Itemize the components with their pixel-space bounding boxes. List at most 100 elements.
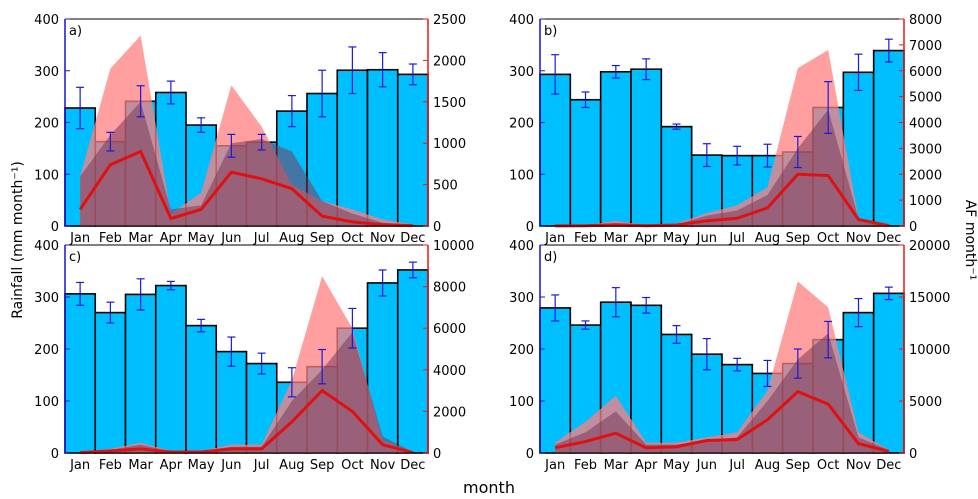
af-range-band [80, 35, 413, 227]
right-tick-label: 1500 [433, 96, 466, 111]
x-tick-label: Jan [69, 231, 90, 246]
left-tick-label: 0 [526, 220, 534, 235]
x-tick-label: Jun [696, 231, 717, 246]
right-axis-label: AF month⁻¹ [962, 200, 978, 281]
right-tick-label: 0 [909, 447, 917, 462]
left-tick-label: 300 [509, 291, 534, 306]
x-tick-label: Feb [574, 458, 597, 473]
right-tick-label: 10000 [909, 343, 950, 358]
x-tick-label: Mar [604, 458, 629, 473]
chart-panel: 0 100 200 300 400 0 500 1000 1500 2000 2500 Jan Feb M… [34, 13, 466, 246]
left-tick-label: 0 [51, 220, 59, 235]
x-tick-label: Jun [220, 458, 241, 473]
left-tick-label: 100 [509, 168, 534, 183]
left-tick-label: 200 [509, 117, 534, 132]
right-tick-label: 4000 [909, 117, 942, 132]
right-tick-label: 8000 [433, 281, 466, 296]
rainfall-bar [539, 73, 572, 227]
x-tick-label: May [188, 231, 215, 246]
x-tick-label: Oct [817, 231, 839, 246]
right-tick-label: 10000 [433, 239, 474, 254]
x-tick-label: Jul [253, 231, 270, 246]
x-tick-label: Oct [341, 458, 363, 473]
af-inner-band [80, 101, 413, 226]
rainfall-bar [396, 269, 429, 454]
af-median-line [555, 172, 890, 228]
rainfall-bar [660, 125, 693, 227]
right-tick-label: 2000 [909, 168, 942, 183]
x-tick-label: Feb [99, 458, 122, 473]
right-tick-label: 2500 [433, 13, 466, 28]
right-tick-label: 7000 [909, 39, 942, 54]
rainfall-bar [154, 284, 187, 454]
x-tick-label: Feb [574, 231, 597, 246]
x-tick-label: Nov [370, 458, 396, 473]
x-tick-label: Sep [786, 458, 811, 473]
rainfall-bar [630, 68, 663, 227]
x-tick-label: Jun [220, 231, 241, 246]
right-tick-label: 5000 [909, 395, 942, 410]
x-tick-label: Apr [160, 231, 183, 246]
x-tick-label: Jan [544, 458, 565, 473]
x-tick-label: Nov [370, 231, 396, 246]
right-tick-label: 20000 [909, 239, 950, 254]
x-tick-label: Dec [400, 231, 425, 246]
left-tick-label: 400 [34, 13, 59, 28]
right-tick-label: 0 [433, 220, 441, 235]
x-axis-label: month [463, 478, 515, 497]
rainfall-bar [872, 292, 905, 454]
x-tick-label: Apr [160, 458, 183, 473]
rainfall-bar [336, 69, 369, 227]
right-tick-label: 0 [909, 220, 917, 235]
af-median-line [78, 149, 413, 228]
rainfall-bar [64, 293, 97, 454]
chart-panel: 0 100 200 300 400 0 5000 10000 15000 20000 Jan Feb M… [509, 239, 950, 473]
panel-label: d) [544, 250, 557, 265]
x-tick-label: Jul [728, 231, 745, 246]
left-tick-label: 200 [34, 343, 59, 358]
x-tick-label: Sep [310, 231, 335, 246]
rainfall-bar [366, 68, 399, 227]
left-tick-label: 300 [34, 65, 59, 80]
af-median-line [554, 389, 890, 453]
x-tick-label: Apr [635, 458, 658, 473]
left-tick-label: 200 [34, 117, 59, 132]
x-tick-label: Dec [876, 458, 901, 473]
rainfall-bar [599, 70, 632, 227]
x-tick-label: Aug [755, 458, 780, 473]
rainfall-bar [185, 324, 218, 454]
af-inner-band [555, 109, 889, 226]
left-axis-label: Rainfall (mm month⁻¹) [10, 161, 26, 319]
af-median-line [80, 388, 414, 455]
right-tick-label: 500 [433, 179, 458, 194]
rainfall-bar [215, 350, 248, 454]
right-tick-label: 1000 [909, 194, 942, 209]
x-tick-label: May [188, 458, 215, 473]
x-tick-label: Mar [604, 231, 629, 246]
right-tick-label: 2000 [433, 54, 466, 69]
right-tick-label: 1000 [433, 137, 466, 152]
left-tick-label: 0 [51, 447, 59, 462]
right-tick-label: 6000 [909, 65, 942, 80]
x-tick-label: May [663, 231, 690, 246]
panel-label: a) [69, 24, 82, 39]
af-inner-band [80, 332, 413, 453]
right-tick-label: 2000 [433, 405, 466, 420]
left-tick-label: 200 [509, 343, 534, 358]
rainfall-bar [569, 98, 602, 227]
left-tick-label: 100 [509, 395, 534, 410]
af-inner-band [555, 333, 889, 453]
x-tick-label: Jan [69, 458, 90, 473]
panel-label: c) [69, 250, 81, 265]
chart-panel: 0100200300400010002000300040005000600070… [509, 13, 942, 246]
x-tick-label: Oct [817, 458, 839, 473]
left-tick-label: 300 [34, 291, 59, 306]
rainfall-bar [539, 307, 572, 454]
x-tick-label: Aug [279, 231, 304, 246]
panel-label: b) [544, 24, 557, 39]
rainfall-bar [124, 293, 157, 454]
x-tick-label: Jan [544, 231, 565, 246]
